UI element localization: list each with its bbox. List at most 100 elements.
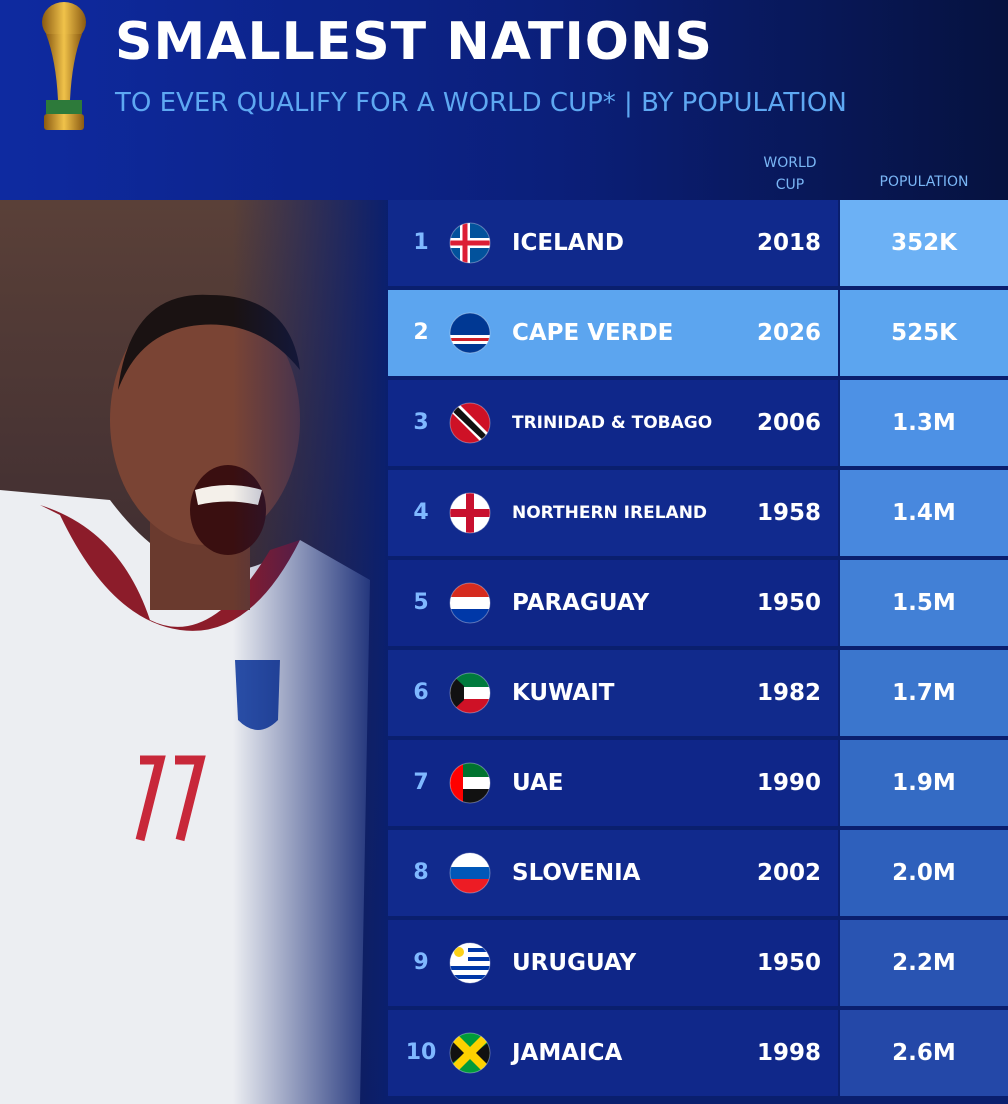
population-cell <box>840 1010 1008 1096</box>
flag-art <box>450 853 490 893</box>
table: 1 ICELAND 2018 352K 2 CAPE VERDE 2026 525K 3 TRIN… <box>388 200 1008 1104</box>
population-cell <box>840 560 1008 646</box>
world-cup-year: 1950 <box>756 590 821 616</box>
flag <box>449 492 491 534</box>
flag <box>449 1032 491 1074</box>
flag-border <box>449 582 491 624</box>
population-cell <box>840 470 1008 556</box>
rank: 1 <box>413 230 429 255</box>
population-cell <box>840 650 1008 736</box>
flag-art <box>450 223 490 263</box>
flag-shape <box>450 240 490 246</box>
population: 2.6M <box>892 1040 956 1066</box>
rank: 5 <box>413 590 429 615</box>
flag-art <box>450 943 490 983</box>
world-cup-year: 1982 <box>756 680 821 706</box>
flag <box>449 762 491 804</box>
flag <box>449 942 491 984</box>
player-photo <box>0 200 388 1104</box>
header: SMALLEST NATIONS TO EVER QUALIFY FOR A W… <box>0 0 1008 200</box>
population: 1.3M <box>892 410 956 436</box>
flag-shape <box>450 597 490 609</box>
flag-art <box>450 673 490 713</box>
flag-border <box>449 672 491 714</box>
population: 352K <box>891 230 957 256</box>
flag-shape <box>450 975 490 979</box>
world-cup-year: 1998 <box>756 1040 821 1066</box>
country-name: URUGUAY <box>512 950 637 976</box>
flag-border <box>449 402 491 444</box>
population-cell <box>840 380 1008 466</box>
country-name: SLOVENIA <box>512 860 641 886</box>
population-cell <box>840 200 1008 286</box>
world-cup-year: 1958 <box>756 500 821 526</box>
table-row: 7 UAE 1990 1.9M <box>388 740 1008 826</box>
flag-art <box>450 763 490 803</box>
table-row: 1 ICELAND 2018 352K <box>388 200 1008 286</box>
flag-shape <box>450 673 464 713</box>
country-name: KUWAIT <box>512 680 615 706</box>
country-name: CAPE VERDE <box>512 320 674 346</box>
population: 2.2M <box>892 950 956 976</box>
flag <box>449 852 491 894</box>
flag-shape <box>450 948 490 952</box>
flag-border <box>449 492 491 534</box>
table-row: 2 CAPE VERDE 2026 525K <box>388 290 1008 376</box>
flag-shape <box>450 609 490 623</box>
world-cup-year: 2006 <box>756 410 821 436</box>
population: 1.9M <box>892 770 956 796</box>
population: 1.4M <box>892 500 956 526</box>
flag-shape <box>450 867 490 879</box>
flag-art <box>450 493 490 533</box>
flag-shape <box>450 966 490 970</box>
flag-shape <box>450 1033 490 1073</box>
world-cup-year: 1950 <box>756 950 821 976</box>
population-cell <box>840 830 1008 916</box>
rank: 7 <box>413 770 429 795</box>
table-row: 10 JAMAICA 1998 2.6M <box>388 1010 1008 1096</box>
flag <box>449 222 491 264</box>
table-row: 8 SLOVENIA 2002 2.0M <box>388 830 1008 916</box>
rank: 6 <box>413 680 429 705</box>
population-cell <box>840 920 1008 1006</box>
world-cup-year: 2018 <box>756 230 821 256</box>
flag-shape <box>450 403 490 443</box>
subtitle: TO EVER QUALIFY FOR A WORLD CUP* | BY PO… <box>115 88 847 118</box>
flag <box>449 582 491 624</box>
country-name: ICELAND <box>512 230 624 256</box>
flag-shape <box>454 947 464 957</box>
table-row: 3 TRINIDAD & TOBAGO 2006 1.3M <box>388 380 1008 466</box>
flag-border <box>449 942 491 984</box>
world-cup-year: 2026 <box>756 320 821 346</box>
table-row: 6 KUWAIT 1982 1.7M <box>388 650 1008 736</box>
country-name: UAE <box>512 770 564 796</box>
country-name: PARAGUAY <box>512 590 650 616</box>
flag <box>449 312 491 354</box>
population: 1.5M <box>892 590 956 616</box>
flag-border <box>449 312 491 354</box>
world-cup-year: 2002 <box>756 860 821 886</box>
population: 525K <box>891 320 957 346</box>
rank: 9 <box>413 950 429 975</box>
rank: 10 <box>405 1040 437 1065</box>
flag-shape <box>450 853 490 867</box>
flag-shape <box>450 583 490 597</box>
flag-art <box>450 583 490 623</box>
population-cell <box>840 740 1008 826</box>
flag-border <box>449 762 491 804</box>
flag-border <box>449 852 491 894</box>
table-row: 4 NORTHERN IRELAND 1958 1.4M <box>388 470 1008 556</box>
flag <box>449 402 491 444</box>
rank: 8 <box>413 860 429 885</box>
flag-shape <box>450 763 463 803</box>
flag-border <box>449 222 491 264</box>
population-cell <box>840 290 1008 376</box>
flag-border <box>449 1032 491 1074</box>
flag-art <box>450 403 490 443</box>
country-name: TRINIDAD & TOBAGO <box>512 413 713 433</box>
table-row: 5 PARAGUAY 1950 1.5M <box>388 560 1008 646</box>
title: SMALLEST NATIONS <box>115 12 713 72</box>
flag-art <box>450 313 490 353</box>
column-header: POPULATION <box>879 174 969 190</box>
